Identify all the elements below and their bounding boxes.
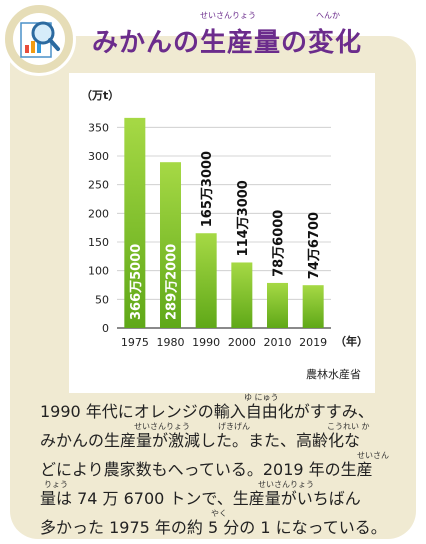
y-tick-label: 250 [88,179,109,192]
ruby-koureika: こうれい か [327,422,370,431]
bar-1975 [124,117,146,328]
bar-value-label: 74万6700 [307,212,322,279]
ruby-seisan: せいさん [357,451,389,460]
description-line: 多かった 1975 年の約 5 分の 1 になっている。 [40,518,387,537]
bar-2000 [231,262,253,328]
description-line: どにより農家数もへっている。2019 年の生産 [40,460,373,479]
y-tick-label: 150 [88,236,109,249]
description-line: みかんの生産量が激減した。また、高齢化な [40,431,361,450]
y-tick-label: 350 [88,121,109,134]
y-tick-label: 300 [88,150,109,163]
x-tick-label: 1975 [121,336,149,349]
x-tick-label: 2019 [299,336,327,349]
bar-chart: （万t） 0 50 100 150 200 250 300 350 366万5000 289万2… [81,89,368,381]
x-tick-label: 1990 [192,336,220,349]
chart-badge-icon [2,2,76,76]
ruby-yunyuu: ゆ にゅう [244,393,279,402]
x-axis-unit-label: （年） [335,334,368,348]
bar-value-label: 289万2000 [165,244,180,320]
ruby-ryou: りょう [44,480,68,489]
bar-value-label: 366万5000 [129,244,144,320]
bar-value-label: 78万6000 [272,210,287,277]
bar-2019 [302,285,324,328]
page-title: みかんの生産量の変化 [92,28,363,58]
y-tick-label: 50 [95,293,109,306]
ruby-gekigen: げきげん [218,422,250,431]
ruby-seisanryou: せいさんりょう [134,422,190,431]
bar-value-label: 114万3000 [236,180,251,256]
description-text: 1990 年代にオレンジの輸入自由化がすすみ、 みかんの生産量が激減した。また、… [40,397,400,542]
magnifier-chart-icon [20,21,60,58]
title-ruby-seisanryou: せいさんりょう [200,11,256,20]
bar-1990 [195,233,217,328]
chart-panel: （万t） 0 50 100 150 200 250 300 350 366万5000 289万2… [69,73,375,393]
y-tick-label: 200 [88,207,109,220]
x-tick-label: 1980 [157,336,185,349]
bar-value-label: 165万3000 [200,151,215,227]
y-tick-label: 0 [102,322,109,335]
x-tick-label: 2010 [264,336,292,349]
x-tick-label: 2000 [228,336,256,349]
bar-1980 [160,162,181,328]
title-ruby-henka: へんか [316,11,340,20]
ruby-seisanryou-2: せいさんりょう [258,480,314,489]
y-axis-unit-label: （万t） [81,89,119,102]
source-label: 農林水産省 [306,367,361,381]
bar-2010 [267,282,288,328]
description-line: 量は 74 万 6700 トンで、生産量がいちばん [40,489,361,508]
y-tick-label: 100 [88,265,109,278]
description-line: 1990 年代にオレンジの輸入自由化がすすみ、 [40,402,374,421]
ruby-yaku: やく [211,509,227,518]
